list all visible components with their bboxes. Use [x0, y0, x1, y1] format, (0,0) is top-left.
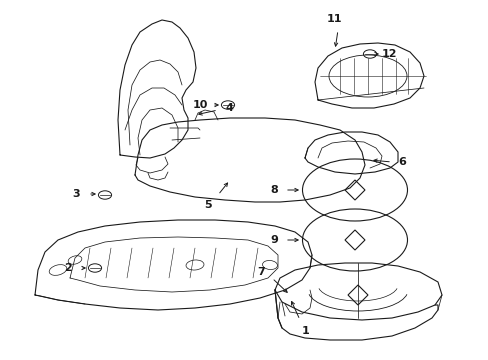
Text: 10: 10: [192, 100, 207, 110]
Text: 4: 4: [224, 103, 232, 113]
Text: 9: 9: [269, 235, 278, 245]
Text: 2: 2: [64, 263, 72, 273]
Text: 6: 6: [397, 157, 405, 167]
Text: 3: 3: [72, 189, 80, 199]
Text: 12: 12: [381, 49, 397, 59]
Text: 11: 11: [325, 14, 341, 24]
Text: 8: 8: [270, 185, 278, 195]
Text: 1: 1: [302, 326, 309, 336]
Text: 5: 5: [204, 200, 212, 210]
Text: 7: 7: [257, 267, 264, 277]
